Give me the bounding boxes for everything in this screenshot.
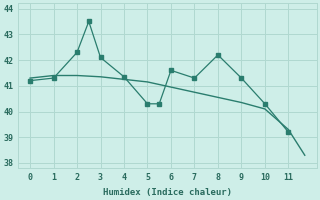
X-axis label: Humidex (Indice chaleur): Humidex (Indice chaleur)	[103, 188, 232, 197]
